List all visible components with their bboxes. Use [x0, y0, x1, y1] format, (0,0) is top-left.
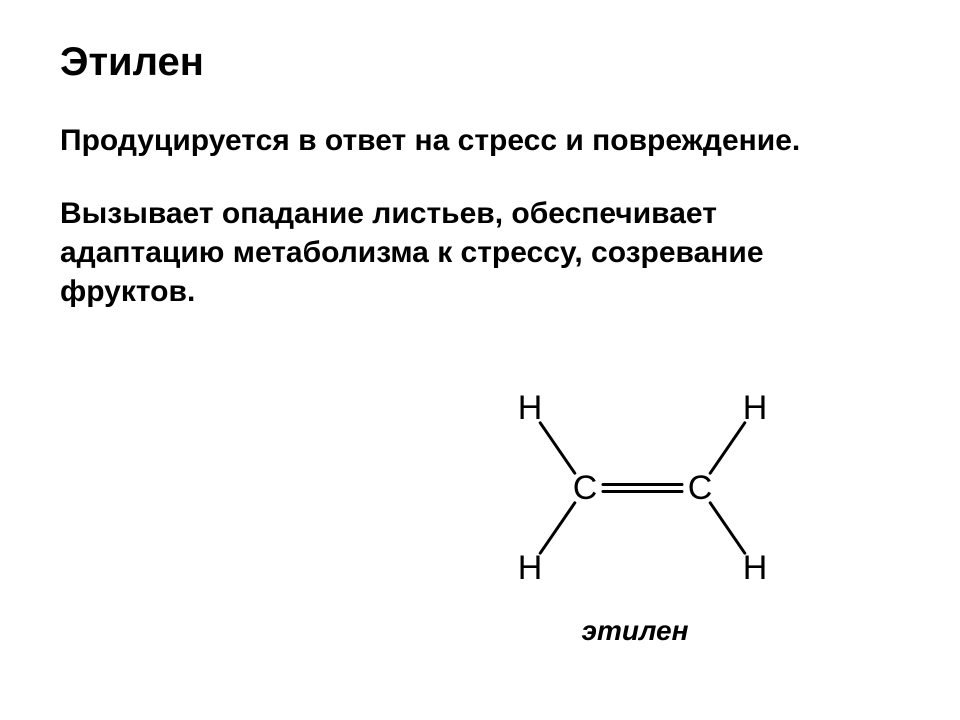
molecule-caption: этилен [470, 615, 800, 647]
atom-label: H [743, 389, 768, 427]
atom-label: H [518, 389, 543, 427]
slide: Этилен Продуцируется в ответ на стресс и… [0, 0, 960, 720]
paragraph-1: Продуцируется в ответ на стресс и повреж… [60, 121, 820, 160]
molecule-diagram: C C H H H H этилен [470, 368, 800, 647]
atom-label: H [518, 549, 543, 587]
atom-label: C [573, 469, 598, 507]
atom-label: C [688, 469, 713, 507]
paragraph-2: Вызывает опадание листьев, обеспечивает … [60, 194, 820, 311]
atom-label: H [743, 549, 768, 587]
ethylene-structure: C C H H H H [470, 368, 810, 608]
slide-title: Этилен [60, 40, 900, 85]
